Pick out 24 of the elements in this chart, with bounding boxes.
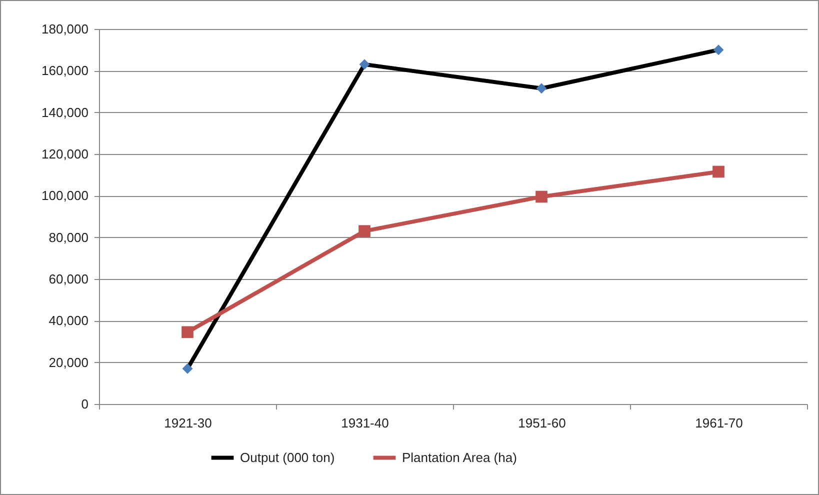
y-tick-label: 60,000	[48, 272, 88, 286]
y-tick-label: 160,000	[42, 63, 88, 78]
x-tick-label: 1951-60	[518, 416, 566, 430]
point	[359, 59, 370, 70]
x-tick-label: 1931-40	[341, 416, 389, 430]
y-tick-label: 120,000	[42, 146, 88, 162]
y-tick-label: 180,000	[42, 22, 88, 36]
point	[182, 363, 193, 374]
y-tick-label: 140,000	[42, 104, 88, 120]
legend-label: Output (000 ton)	[240, 450, 335, 465]
point	[358, 225, 370, 237]
y-tick-label: 0	[81, 396, 88, 412]
y-tick-label: 40,000	[48, 313, 88, 328]
point	[182, 326, 194, 338]
x-tick-label: 1921-30	[164, 416, 212, 430]
point	[536, 83, 547, 94]
legend-label: Plantation Area (ha)	[402, 450, 517, 465]
point	[712, 166, 724, 178]
point	[536, 190, 548, 203]
point	[713, 44, 724, 56]
y-tick-label: 80,000	[48, 230, 88, 245]
x-tick-label: 1961-70	[695, 416, 743, 430]
y-tick-label: 20,000	[48, 354, 88, 370]
y-tick-label: 100,000	[42, 188, 88, 204]
